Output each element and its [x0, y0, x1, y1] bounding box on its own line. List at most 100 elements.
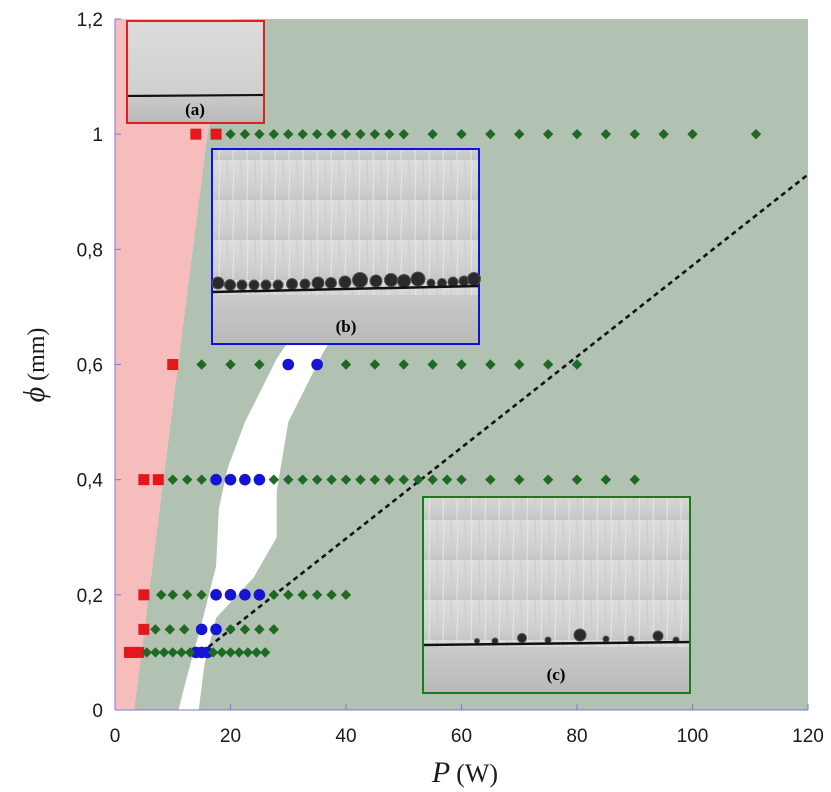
green-diamond-point: [268, 624, 280, 635]
green-diamond-point: [184, 647, 196, 658]
inset-b-bubble: [325, 277, 337, 289]
blue-circle-point: [224, 589, 237, 601]
x-axis-symbol: P: [431, 756, 450, 789]
y-tick-label: 0,8: [77, 240, 103, 261]
inset-b-bubbles: [211, 271, 481, 291]
inset-c-bubble: [602, 635, 610, 643]
inset-b-bubble: [410, 271, 426, 287]
green-diamond-point: [259, 647, 271, 658]
green-diamond-point: [196, 359, 207, 370]
dashed-line-layer: [200, 173, 809, 654]
green-diamond-point: [340, 128, 352, 140]
green-diamond-point: [485, 128, 496, 140]
green-diamond-point: [600, 474, 612, 485]
green-diamond-point: [181, 474, 193, 485]
green-diamond-point: [167, 647, 178, 658]
inset-b-bubble: [311, 276, 325, 290]
green-diamond-point: [242, 647, 254, 658]
green-diamond-point: [167, 474, 178, 485]
red-square-point: [210, 128, 222, 140]
green-diamond-point: [326, 128, 337, 140]
green-diamond-point: [283, 474, 294, 485]
inset-c-lower-photo: [424, 647, 689, 692]
inset-c-bubble: [573, 628, 587, 642]
green-diamond-point: [384, 474, 395, 485]
green-diamond-point: [297, 128, 308, 140]
inset-b: (b): [211, 148, 481, 345]
green-diamond-point: [216, 647, 228, 658]
red-square-point: [133, 646, 145, 658]
green-diamond-point: [427, 359, 438, 370]
y-axis-title: ϕ (mm): [18, 328, 51, 403]
green-diamond-point: [268, 474, 280, 485]
green-diamond-point: [398, 359, 409, 370]
points-layer: [123, 128, 762, 659]
red-square-point: [138, 589, 150, 601]
inset-b-bubble: [224, 279, 236, 291]
x-tick-label: 20: [220, 726, 241, 747]
x-tick-label: 40: [335, 726, 356, 747]
green-diamond-point: [340, 474, 352, 485]
green-diamond-point: [456, 474, 467, 485]
inset-b-bubble: [272, 279, 284, 291]
inset-a: (a): [126, 20, 265, 124]
green-diamond-point: [571, 359, 583, 370]
green-diamond-point: [207, 647, 219, 658]
green-diamond-point: [441, 474, 453, 485]
y-tick-label: 1,2: [77, 10, 103, 31]
green-diamond-point: [225, 128, 236, 140]
y-tick-label: 0,4: [77, 471, 104, 492]
green-diamond-point: [427, 128, 438, 140]
green-diamond-point: [311, 474, 323, 485]
inset-b-surface-line: [212, 284, 479, 294]
green-diamond-point: [542, 359, 554, 370]
x-tick-label: 80: [566, 726, 587, 747]
x-tick-label: 60: [451, 726, 472, 747]
white-band: [178, 324, 341, 710]
blue-circle-point: [210, 589, 222, 601]
red-square-point: [138, 474, 150, 486]
green-diamond-point: [283, 589, 294, 601]
green-diamond-point: [297, 474, 308, 485]
inset-c-label: (c): [547, 665, 566, 684]
blue-circle-point: [201, 646, 214, 659]
green-diamond-point: [398, 128, 409, 140]
green-diamond-point: [141, 647, 152, 658]
green-diamond-point: [514, 128, 525, 140]
green-diamond-point: [571, 128, 583, 140]
blue-circle-point: [239, 473, 251, 486]
green-diamond-point: [687, 128, 698, 140]
green-diamond-point: [355, 474, 366, 485]
green-diamond-point: [176, 647, 187, 658]
inset-b-bubble: [338, 275, 352, 289]
green-diamond-point: [150, 624, 161, 635]
green-diamond-point: [254, 624, 265, 635]
green-diamond-point: [239, 128, 251, 140]
red-square-point: [138, 623, 150, 635]
green-diamond-point: [164, 624, 176, 635]
red-square-point: [190, 128, 202, 140]
inset-b-bubble: [352, 272, 368, 288]
blue-circle-point: [210, 623, 222, 636]
inset-c-bubble: [627, 635, 635, 643]
inset-b-bubble: [299, 278, 311, 290]
green-diamond-point: [311, 128, 323, 140]
inset-b-bubble: [236, 279, 248, 291]
green-diamond-point: [167, 589, 178, 601]
green-diamond-point: [369, 474, 381, 485]
inset-b-bubble: [369, 274, 383, 288]
green-diamond-point: [629, 474, 640, 485]
green-diamond-point: [355, 128, 366, 140]
green-diamond-point: [179, 624, 190, 635]
green-diamond-point: [427, 474, 438, 485]
y-axis-title-group: ϕ (mm): [18, 328, 51, 403]
blue-circle-point: [224, 473, 237, 486]
green-diamond-point: [268, 128, 280, 140]
x-axis-title: P (W): [431, 756, 498, 789]
green-diamond-point: [326, 589, 337, 601]
green-diamond-point: [297, 589, 308, 601]
green-diamond-point: [456, 359, 467, 370]
inset-a-surface-line: [127, 93, 264, 98]
green-diamond-point: [629, 128, 640, 140]
green-diamond-point: [239, 624, 251, 635]
